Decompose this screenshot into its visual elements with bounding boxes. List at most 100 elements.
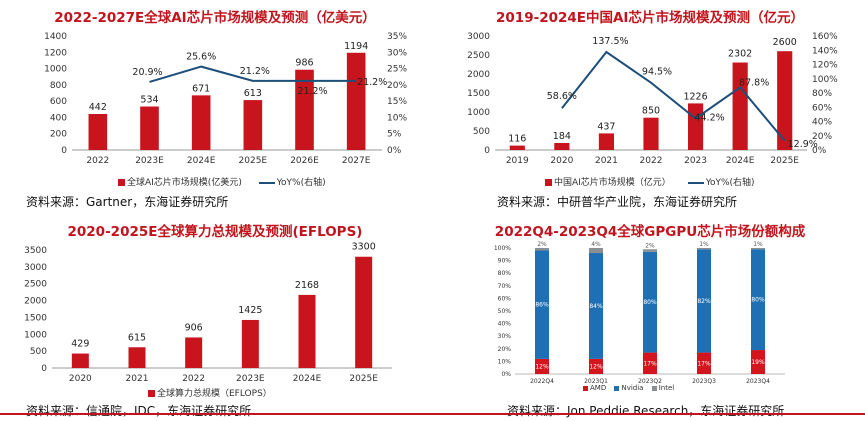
bar: [298, 294, 316, 368]
line-data-label: 87.8%: [739, 77, 769, 88]
stack-segment-nvidia: [696, 249, 712, 353]
panel-gpgpu-share: 2022Q4-2023Q4全球GPGPU芯片市场份额构成 0% 10% 20% 30%…: [435, 212, 865, 421]
y2-tick-label: 100%: [812, 75, 838, 85]
y2-tick-label: 10%: [387, 113, 407, 123]
stack-segment-amd: [534, 358, 550, 374]
segment-data-label: 17%: [697, 360, 711, 367]
stack-segment-nvidia: [750, 249, 766, 351]
y2-tick-label: 160%: [812, 32, 838, 42]
segment-data-label: 1%: [753, 241, 763, 248]
line-data-label: 21.2%: [297, 86, 327, 97]
stack-segment-nvidia: [642, 251, 658, 353]
legend-label: Nvidia: [621, 384, 644, 392]
y2-tick-label: 140%: [812, 46, 838, 56]
y2-tick-label: 0%: [812, 146, 827, 156]
x-tick-label: 2027E: [342, 156, 371, 166]
chart-legend: AMD Nvidia Intel: [583, 384, 674, 392]
legend-label: YoY%(右轴): [705, 178, 755, 188]
y-tick-label: 60%: [498, 295, 512, 302]
x-tick-label: 2023: [684, 156, 707, 166]
source-note: 资料来源：Jon Peddie Research，东海证券研究所: [507, 404, 785, 418]
stack-segment-amd: [588, 358, 604, 374]
x-tick-label: 2021: [595, 156, 618, 166]
bar: [128, 347, 146, 368]
line-data-label: 12.9%: [788, 139, 818, 150]
bar: [509, 145, 525, 150]
bar: [88, 114, 108, 150]
x-tick-label: 2024E: [726, 156, 755, 166]
bar: [185, 337, 203, 368]
bar-data-label: 442: [89, 102, 107, 113]
y-tick-label: 1200: [44, 48, 67, 58]
y-tick-label: 2000: [467, 70, 490, 80]
y-tick-label: 20%: [498, 346, 512, 353]
line-data-label: 21.2%: [357, 77, 387, 88]
legend-swatch-bar: [118, 179, 125, 186]
x-tick-label: 2021: [126, 374, 149, 384]
source-note: 资料来源：信通院，IDC，东海证券研究所: [26, 404, 252, 418]
chart-title: 2022-2027E全球AI芯片市场规模及预测（亿美元）: [54, 10, 376, 26]
bar: [71, 353, 89, 368]
y-tick-label: 90%: [498, 258, 512, 265]
stack-segment-nvidia: [534, 250, 550, 359]
x-tick-label: 2026E: [290, 156, 319, 166]
x-tick-label: 2025E: [770, 156, 799, 166]
bar: [140, 106, 159, 150]
panel-china-ai-chip: 2019-2024E中国AI芯片市场规模及预测（亿元） 0 500 1000 1500…: [435, 0, 865, 212]
bar: [598, 133, 615, 150]
y-tick-label: 1000: [44, 65, 67, 75]
x-tick-label: 2022: [86, 156, 109, 166]
y2-tick-label: 0%: [387, 146, 402, 156]
source-note: 资料来源：Gartner，东海证券研究所: [26, 195, 229, 209]
segment-data-label: 2%: [537, 241, 547, 248]
y2-tick-label: 20%: [387, 81, 407, 91]
x-tick-label: 2022Q4: [530, 378, 554, 385]
bar-data-label: 613: [244, 88, 262, 99]
y-tick-label: 400: [50, 113, 67, 123]
stack-segment-amd: [642, 352, 658, 374]
panel-global-ai-chip: 2022-2027E全球AI芯片市场规模及预测（亿美元） 0 200 400 600 8…: [0, 0, 430, 212]
y-tick-label: 0: [61, 146, 67, 156]
bar-data-label: 1425: [238, 305, 262, 316]
y-tick-label: 500: [473, 127, 490, 137]
x-tick-label: 2025E: [239, 156, 268, 166]
bar-data-label: 2168: [295, 280, 319, 291]
y2-tick-label: 80%: [812, 89, 832, 99]
y2-tick-label: 35%: [387, 32, 407, 42]
x-tick-label: 2023Q2: [638, 378, 662, 385]
y2-tick-label: 40%: [812, 118, 832, 128]
line-data-label: 94.5%: [642, 67, 672, 78]
y-tick-label: 1500: [24, 313, 47, 323]
segment-data-label: 12%: [535, 363, 549, 370]
y-tick-label: 200: [50, 130, 67, 140]
y-tick-label: 2500: [467, 51, 490, 61]
line-data-label: 137.5%: [592, 36, 628, 47]
segment-data-label: 19%: [751, 359, 765, 366]
chart-legend: 全球AI芯片市场规模(亿美元) YoY%(右轴): [118, 175, 326, 188]
bar-data-label: 615: [128, 332, 146, 343]
y-tick-label: 800: [50, 81, 67, 91]
chart-global-compute: 0 500 1000 1500 2000 2500 3000 3500 2020 429 2021 6…: [24, 242, 392, 384]
y2-tick-label: 30%: [387, 48, 407, 58]
segment-data-label: 84%: [589, 303, 603, 310]
y-tick-label: 10%: [498, 358, 512, 365]
legend-label: YoY%(右轴): [276, 178, 326, 188]
bar-data-label: 2600: [773, 37, 797, 48]
bar: [554, 143, 570, 150]
bar: [355, 256, 373, 368]
segment-data-label: 2%: [645, 242, 655, 249]
x-tick-label: 2022: [182, 374, 205, 384]
bar: [241, 319, 259, 368]
legend-label: 全球AI芯片市场规模(亿美元): [127, 178, 242, 188]
stack-segment-intel: [642, 249, 658, 252]
yoy-line: [149, 65, 357, 83]
y-tick-label: 80%: [498, 270, 512, 277]
y2-tick-label: 5%: [387, 130, 402, 140]
chart-china-ai-chip: 0 500 1000 1500 2000 2500 3000 0% 20% 40% 60% 80% 10…: [467, 32, 838, 166]
line-data-label: 20.9%: [132, 67, 162, 78]
y2-tick-label: 120%: [812, 61, 838, 71]
stack-segment-intel: [534, 248, 550, 251]
bottom-divider: [0, 413, 865, 415]
y-tick-label: 0: [484, 146, 490, 156]
x-tick-label: 2023Q3: [692, 378, 716, 385]
